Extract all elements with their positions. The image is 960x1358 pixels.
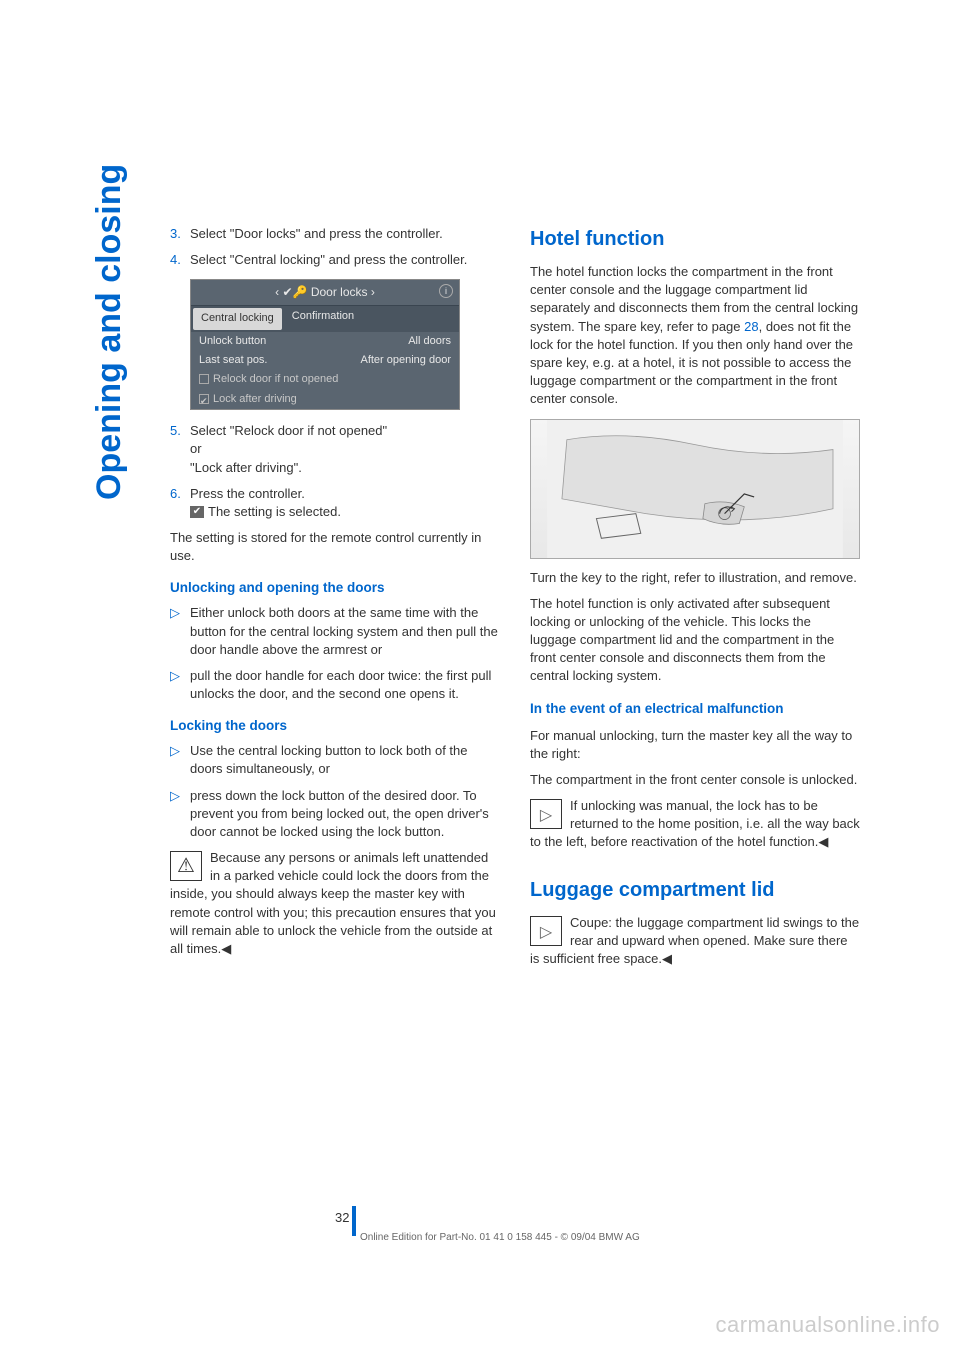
row-label: Last seat pos.	[199, 353, 360, 368]
heading-hotel-function: Hotel function	[530, 225, 860, 253]
subheading-unlocking: Unlocking and opening the doors	[170, 579, 500, 598]
two-column-layout: 3. Select "Door locks" and press the con…	[170, 225, 860, 976]
paragraph: The compartment in the front center cons…	[530, 771, 860, 789]
screenshot-row: Last seat pos. After opening door	[191, 351, 459, 370]
page-content: 3. Select "Door locks" and press the con…	[0, 0, 960, 976]
screenshot-tabs: Central locking Confirmation	[191, 306, 459, 331]
triangle-bullet-icon: ▷	[170, 742, 190, 778]
note-text: Coupe: the luggage compartment lid swing…	[530, 915, 859, 966]
screenshot-header: ‹ ✔🔑 Door locks › i	[191, 280, 459, 306]
info-note: Coupe: the luggage compartment lid swing…	[530, 914, 860, 969]
checkbox-empty-icon	[199, 374, 209, 384]
row-value: All doors	[408, 334, 451, 349]
page-link[interactable]: 28	[744, 319, 758, 334]
screenshot-checkbox-row: Lock after driving	[191, 390, 459, 409]
tab-confirmation: Confirmation	[284, 306, 362, 331]
triangle-bullet-icon: ▷	[170, 667, 190, 703]
step-line: "Lock after driving".	[190, 460, 302, 475]
warning-note: Because any persons or animals left unat…	[170, 849, 500, 958]
paragraph: Turn the key to the right, refer to illu…	[530, 569, 860, 587]
checkbox-label: Lock after driving	[213, 393, 297, 405]
step-6: 6. Press the controller. ✔ The setting is…	[170, 485, 500, 521]
paragraph: The hotel function locks the compartment…	[530, 263, 860, 409]
note-text: If unlocking was manual, the lock has to…	[530, 798, 860, 849]
step-number: 5.	[170, 422, 190, 477]
step-line: The setting is selected.	[208, 504, 341, 519]
footer-copyright: Online Edition for Part-No. 01 41 0 158 …	[360, 1232, 640, 1243]
console-illustration	[530, 419, 860, 559]
checkbox-label: Relock door if not opened	[213, 373, 338, 385]
step-line: Press the controller.	[190, 486, 305, 501]
checkbox-checked-icon	[199, 394, 209, 404]
subheading-malfunction: In the event of an electrical malfunctio…	[530, 700, 860, 719]
warning-icon	[170, 851, 202, 881]
right-column: Hotel function The hotel function locks …	[530, 225, 860, 976]
triangle-bullet-icon: ▷	[170, 604, 190, 659]
subheading-locking: Locking the doors	[170, 717, 500, 736]
warning-text: Because any persons or animals left unat…	[170, 850, 496, 956]
screenshot-checkbox-row: Relock door if not opened	[191, 370, 459, 389]
screenshot-row: Unlock button All doors	[191, 332, 459, 351]
header-prefix: ‹ ✔🔑	[275, 285, 307, 299]
bullet-item: ▷ Either unlock both doors at the same t…	[170, 604, 500, 659]
step-number: 6.	[170, 485, 190, 521]
header-title: Door locks	[311, 285, 368, 299]
info-note: If unlocking was manual, the lock has to…	[530, 797, 860, 852]
note-icon	[530, 799, 562, 829]
step-text: Select "Relock door if not opened" or "L…	[190, 422, 500, 477]
left-column: 3. Select "Door locks" and press the con…	[170, 225, 500, 976]
row-value: After opening door	[360, 353, 451, 368]
bullet-item: ▷ Use the central locking button to lock…	[170, 742, 500, 778]
bullet-text: pull the door handle for each door twice…	[190, 667, 500, 703]
step-text: Press the controller. ✔ The setting is se…	[190, 485, 500, 521]
step-number: 4.	[170, 251, 190, 269]
step-text: Select "Door locks" and press the contro…	[190, 225, 500, 243]
step-number: 3.	[170, 225, 190, 243]
bullet-text: Use the central locking button to lock b…	[190, 742, 500, 778]
step-5: 5. Select "Relock door if not opened" or…	[170, 422, 500, 477]
triangle-bullet-icon: ▷	[170, 787, 190, 842]
page-number-bar	[352, 1206, 356, 1236]
step-line: or	[190, 441, 202, 456]
bullet-item: ▷ press down the lock button of the desi…	[170, 787, 500, 842]
bullet-text: Either unlock both doors at the same tim…	[190, 604, 500, 659]
step-line: Select "Relock door if not opened"	[190, 423, 387, 438]
step-text: Select "Central locking" and press the c…	[190, 251, 500, 269]
heading-luggage-lid: Luggage compartment lid	[530, 876, 860, 904]
row-label: Unlock button	[199, 334, 408, 349]
paragraph: The hotel function is only activated aft…	[530, 595, 860, 686]
paragraph: The setting is stored for the remote con…	[170, 529, 500, 565]
header-suffix: ›	[371, 285, 375, 299]
bullet-text: press down the lock button of the desire…	[190, 787, 500, 842]
idrive-screenshot: ‹ ✔🔑 Door locks › i Central locking Conf…	[190, 279, 460, 410]
info-icon: i	[439, 284, 453, 298]
watermark: carmanualsonline.info	[715, 1312, 940, 1338]
paragraph: For manual unlocking, turn the master ke…	[530, 727, 860, 763]
bullet-item: ▷ pull the door handle for each door twi…	[170, 667, 500, 703]
step-4: 4. Select "Central locking" and press th…	[170, 251, 500, 269]
page-number: 32	[335, 1210, 349, 1225]
note-icon	[530, 916, 562, 946]
step-3: 3. Select "Door locks" and press the con…	[170, 225, 500, 243]
check-icon: ✔	[190, 506, 204, 518]
tab-central-locking: Central locking	[193, 308, 282, 329]
